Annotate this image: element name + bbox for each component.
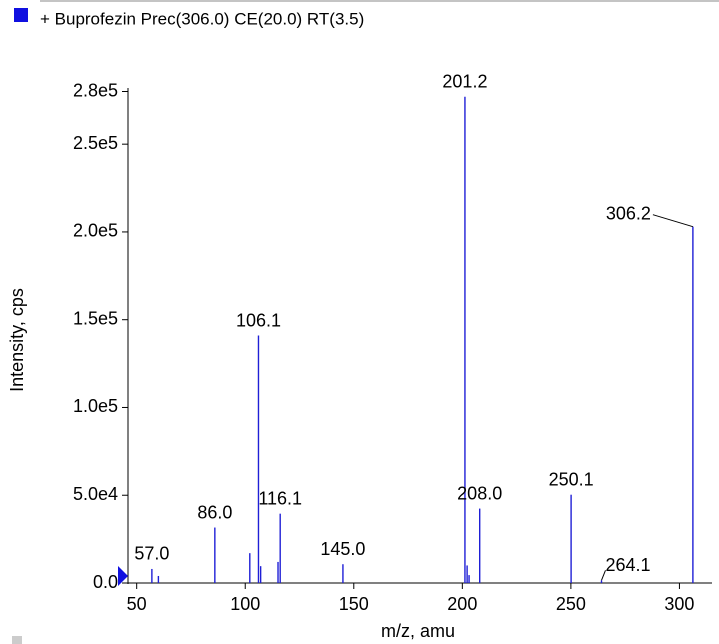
y-tick-label: 5.0e4 — [73, 484, 118, 504]
zero-marker — [118, 566, 128, 586]
peak-label: 250.1 — [549, 469, 594, 489]
peak-label: 201.2 — [442, 72, 487, 92]
x-tick-label: 50 — [127, 594, 147, 614]
peak-label: 208.0 — [457, 483, 502, 503]
chart-title: + Buprofezin Prec(306.0) CE(20.0) RT(3.5… — [40, 9, 364, 28]
legend-swatch — [14, 8, 28, 22]
x-axis-label: m/z, amu — [381, 621, 455, 641]
x-tick-label: 150 — [339, 594, 369, 614]
peak-label: 145.0 — [320, 539, 365, 559]
peak-label: 57.0 — [134, 544, 169, 564]
y-tick-label: 1.5e5 — [73, 308, 118, 328]
y-tick-label: 1.0e5 — [73, 396, 118, 416]
peak-label: 106.1 — [236, 310, 281, 330]
y-tick-label: 2.0e5 — [73, 221, 118, 241]
peak-label: 306.2 — [606, 203, 651, 223]
y-tick-label: 2.5e5 — [73, 133, 118, 153]
peak-label: 264.1 — [605, 555, 650, 575]
leader — [652, 214, 694, 228]
y-tick-label: 2.8e5 — [73, 80, 118, 100]
x-tick-label: 100 — [230, 594, 260, 614]
y-axis-label: Intensity, cps — [7, 288, 27, 392]
peak-label: 86.0 — [197, 502, 232, 522]
leader — [601, 570, 606, 581]
peak-label: 116.1 — [258, 488, 302, 508]
x-tick-label: 300 — [664, 594, 694, 614]
legend-swatch-2 — [12, 636, 22, 644]
x-tick-label: 250 — [556, 594, 586, 614]
y-tick-label: 0.0 — [93, 572, 118, 592]
x-tick-label: 200 — [447, 594, 477, 614]
